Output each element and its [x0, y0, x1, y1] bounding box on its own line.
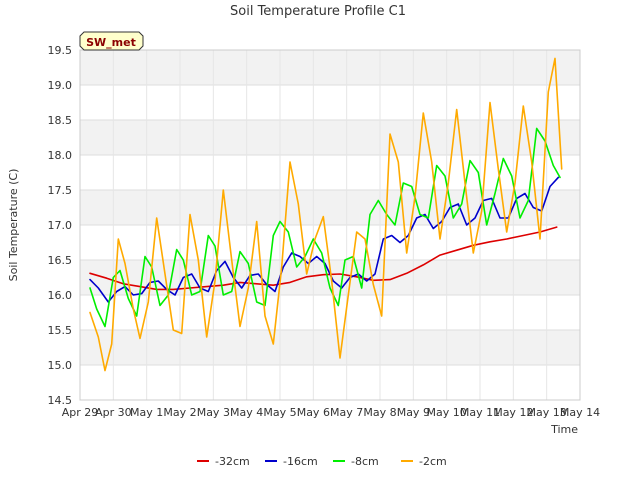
- plot-band: [80, 85, 580, 120]
- y-tick-label: 18.5: [48, 114, 73, 127]
- x-tick-label: May 9: [397, 406, 430, 419]
- x-tick-label: May 7: [330, 406, 363, 419]
- plot-band: [80, 330, 580, 365]
- x-tick-label: Apr 29: [62, 406, 99, 419]
- y-tick-label: 17.5: [48, 184, 73, 197]
- y-tick-label: 15.5: [48, 324, 73, 337]
- series-lines: [89, 57, 563, 372]
- plot-band: [80, 225, 580, 260]
- y-tick-labels: 14.5 15.0 15.5 16.0 16.5 17.0 17.5 18.0 18.5 19.0…: [48, 44, 73, 407]
- plot-band: [80, 295, 580, 330]
- y-axis-label: Soil Temperature (C): [7, 169, 20, 282]
- x-tick-label: May 14: [560, 406, 600, 419]
- y-tick-label: 16.5: [48, 254, 73, 267]
- legend-entry: -32cm: [215, 455, 250, 468]
- x-tick-label: May 12: [493, 406, 533, 419]
- x-tick-label: May 8: [363, 406, 396, 419]
- plot-band: [80, 50, 580, 85]
- x-tick-label: May 5: [263, 406, 296, 419]
- legend: -32cm -16cm -8cm -2cm: [197, 455, 447, 468]
- legend-entry: -2cm: [419, 455, 447, 468]
- x-tick-label: May 13: [527, 406, 567, 419]
- plot-band: [80, 120, 580, 155]
- y-tick-label: 19.0: [48, 79, 73, 92]
- legend-entry: -8cm: [351, 455, 379, 468]
- chart-title: Soil Temperature Profile C1: [230, 4, 406, 19]
- plot-background: [80, 50, 580, 400]
- x-tick-label: Apr 30: [95, 406, 132, 419]
- plot-band: [80, 190, 580, 225]
- x-tick-label: May 2: [163, 406, 196, 419]
- x-tick-label: May 4: [230, 406, 263, 419]
- x-tick-label: May 6: [297, 406, 330, 419]
- y-tick-label: 18.0: [48, 149, 73, 162]
- series-line-2cm: [89, 57, 563, 372]
- x-tick-label: May 11: [460, 406, 500, 419]
- x-tick-label: May 1: [130, 406, 163, 419]
- x-tick-label: May 3: [197, 406, 230, 419]
- y-tick-label: 16.0: [48, 289, 73, 302]
- station-badge-label: SW_met: [86, 36, 136, 49]
- series-line-8cm: [89, 127, 561, 328]
- y-tick-label: 15.0: [48, 359, 73, 372]
- y-tick-label: 14.5: [48, 394, 73, 407]
- station-badge: SW_met: [79, 31, 144, 51]
- plot-band: [80, 365, 580, 400]
- y-tick-label: 17.0: [48, 219, 73, 232]
- station-badge-shape: [79, 31, 144, 51]
- x-tick-label: May 10: [427, 406, 467, 419]
- x-axis-label: Time: [550, 423, 578, 436]
- y-tick-label: 19.5: [48, 44, 73, 57]
- plot-frame: [79, 49, 581, 401]
- legend-entry: -16cm: [283, 455, 318, 468]
